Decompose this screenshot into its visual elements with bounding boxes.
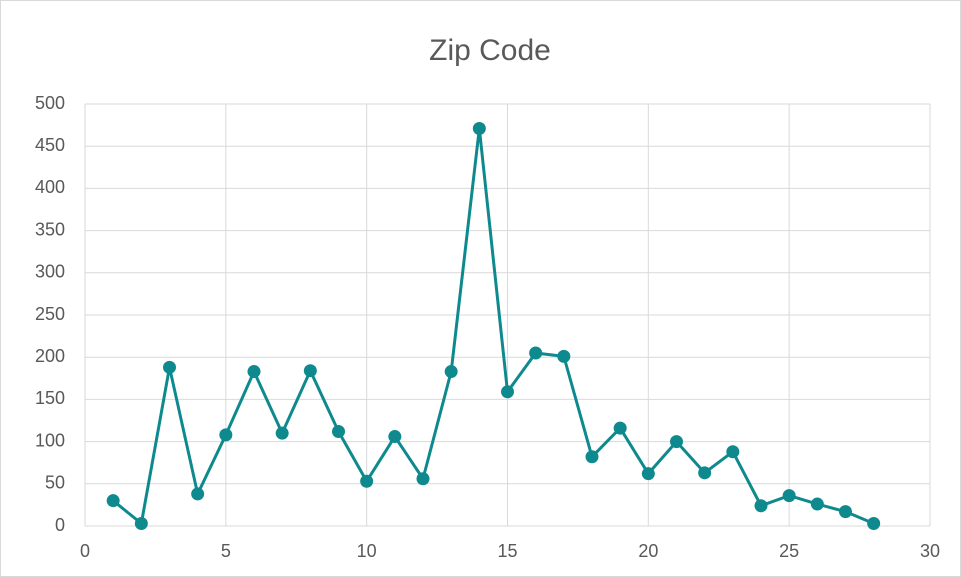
- data-point: [726, 445, 740, 459]
- data-point: [247, 365, 261, 379]
- y-tick-label: 0: [55, 515, 65, 535]
- x-tick-label: 20: [638, 541, 658, 561]
- data-point: [163, 360, 176, 374]
- data-point: [782, 489, 796, 503]
- data-point: [839, 505, 852, 519]
- chart-title: Zip Code: [429, 34, 551, 67]
- x-tick-label: 10: [357, 541, 377, 561]
- data-point: [557, 349, 571, 363]
- y-tick-label: 200: [35, 346, 65, 366]
- x-tick-label: 0: [80, 541, 90, 561]
- data-point: [191, 487, 205, 501]
- data-point: [529, 346, 543, 360]
- data-point: [501, 385, 514, 399]
- data-point: [613, 421, 627, 435]
- data-point: [754, 499, 768, 513]
- data-point: [810, 497, 824, 511]
- data-point: [134, 516, 148, 530]
- data-point: [867, 516, 881, 530]
- data-point: [303, 364, 317, 378]
- data-point: [670, 435, 683, 449]
- x-tick-label: 5: [221, 541, 231, 561]
- data-point: [219, 428, 233, 442]
- y-tick-label: 500: [35, 93, 65, 113]
- data-line: [112, 126, 875, 525]
- data-point: [388, 430, 402, 444]
- y-tick-label: 50: [45, 473, 65, 493]
- data-point: [275, 426, 289, 440]
- x-tick-label: 25: [779, 541, 799, 561]
- data-point: [472, 121, 486, 135]
- y-tick-label: 250: [35, 304, 65, 324]
- data-point: [444, 365, 458, 379]
- y-tick-label: 400: [35, 177, 65, 197]
- y-tick-label: 100: [35, 430, 65, 450]
- y-tick-label: 300: [35, 262, 65, 282]
- data-point: [641, 467, 655, 481]
- y-tick-label: 150: [35, 388, 65, 408]
- data-point: [332, 424, 345, 438]
- data-point: [585, 450, 599, 464]
- data-point: [360, 474, 374, 488]
- x-tick-label: 30: [920, 541, 940, 561]
- data-point: [416, 472, 430, 486]
- y-tick-label: 350: [35, 219, 65, 239]
- data-point: [698, 466, 712, 480]
- x-tick-label: 15: [497, 541, 517, 561]
- data-point: [106, 494, 120, 508]
- y-tick-label: 450: [35, 135, 65, 155]
